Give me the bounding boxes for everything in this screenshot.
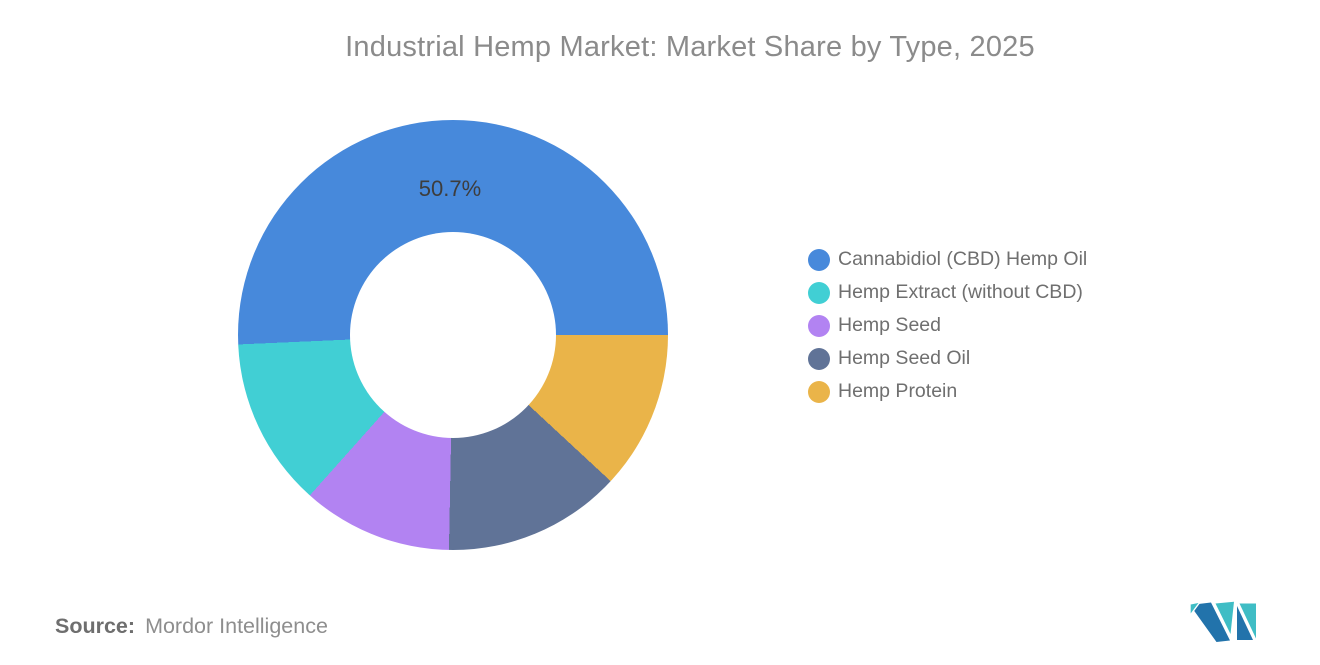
legend-label: Hemp Seed [838,314,941,336]
source-line: Source: Mordor Intelligence [55,614,328,639]
legend-item-hemp-seed-oil: Hemp Seed Oil [808,342,1087,375]
logo-right-navy-triangle [1237,606,1253,640]
legend-item-hemp-seed: Hemp Seed [808,309,1087,342]
legend-dot-icon [808,281,830,304]
legend-item-cbd-hemp-oil: Cannabidiol (CBD) Hemp Oil [808,243,1087,276]
legend-label: Hemp Protein [838,380,958,402]
legend-dot-icon [808,380,830,403]
legend-dot-icon [808,314,830,337]
legend-label: Hemp Extract (without CBD) [838,281,1083,303]
legend-item-hemp-extract: Hemp Extract (without CBD) [808,276,1087,309]
logo-right-teal-triangle [1239,603,1256,639]
logo-left-diagonal [1190,602,1230,642]
logo-topleft-triangle [1190,600,1202,617]
legend-label: Cannabidiol (CBD) Hemp Oil [838,248,1088,270]
legend-item-hemp-protein: Hemp Protein [808,375,1087,408]
source-value: Mordor Intelligence [145,614,328,638]
logo-middle-wedge [1215,601,1234,634]
legend: Cannabidiol (CBD) Hemp Oil Hemp Extract … [808,243,1087,408]
legend-label: Hemp Seed Oil [838,347,971,369]
source-label: Source: [55,614,136,638]
legend-dot-icon [808,347,830,370]
donut-chart: 50.7% [238,120,668,550]
slice-value-label: 50.7% [418,176,482,201]
donut-hole [350,232,556,438]
mordor-intelligence-logo [1190,600,1256,642]
chart-title: Industrial Hemp Market: Market Share by … [345,31,1035,63]
legend-dot-icon [808,248,830,271]
